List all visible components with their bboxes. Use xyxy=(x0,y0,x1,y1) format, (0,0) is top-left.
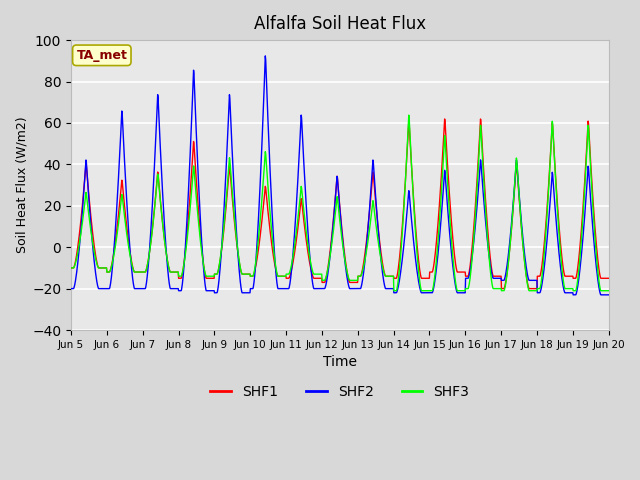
SHF1 xyxy=(541,226,549,231)
SHF3 xyxy=(67,265,75,271)
SHF3 xyxy=(247,273,255,279)
SHF2 xyxy=(424,290,431,296)
Line: SHF3: SHF3 xyxy=(71,115,609,291)
SHF1 xyxy=(494,273,502,279)
SHF2 xyxy=(494,276,502,281)
SHF3 xyxy=(494,286,502,291)
SHF2 xyxy=(247,286,255,291)
SHF2 xyxy=(67,286,75,291)
Line: SHF1: SHF1 xyxy=(71,119,609,288)
SHF1 xyxy=(173,269,181,275)
SHF1 xyxy=(247,273,255,279)
SHF3 xyxy=(173,269,181,275)
SHF2 xyxy=(541,256,549,262)
SHF2 xyxy=(262,53,269,59)
SHF2 xyxy=(605,292,612,298)
Text: TA_met: TA_met xyxy=(76,49,127,62)
SHF3 xyxy=(605,288,612,294)
Line: SHF2: SHF2 xyxy=(71,56,609,295)
Title: Alfalfa Soil Heat Flux: Alfalfa Soil Heat Flux xyxy=(254,15,426,33)
SHF3 xyxy=(187,200,195,206)
SHF3 xyxy=(405,112,413,118)
SHF1 xyxy=(187,185,195,191)
SHF1 xyxy=(423,276,431,281)
SHF1 xyxy=(498,286,506,291)
SHF2 xyxy=(173,286,181,291)
SHF1 xyxy=(67,265,75,271)
SHF3 xyxy=(424,288,432,294)
SHF1 xyxy=(441,116,449,122)
Legend: SHF1, SHF2, SHF3: SHF1, SHF2, SHF3 xyxy=(205,379,475,404)
SHF1 xyxy=(605,276,612,281)
Y-axis label: Soil Heat Flux (W/m2): Soil Heat Flux (W/m2) xyxy=(15,117,28,253)
X-axis label: Time: Time xyxy=(323,355,357,369)
SHF3 xyxy=(390,288,397,294)
SHF3 xyxy=(541,234,549,240)
SHF2 xyxy=(187,142,195,148)
SHF2 xyxy=(570,292,577,298)
